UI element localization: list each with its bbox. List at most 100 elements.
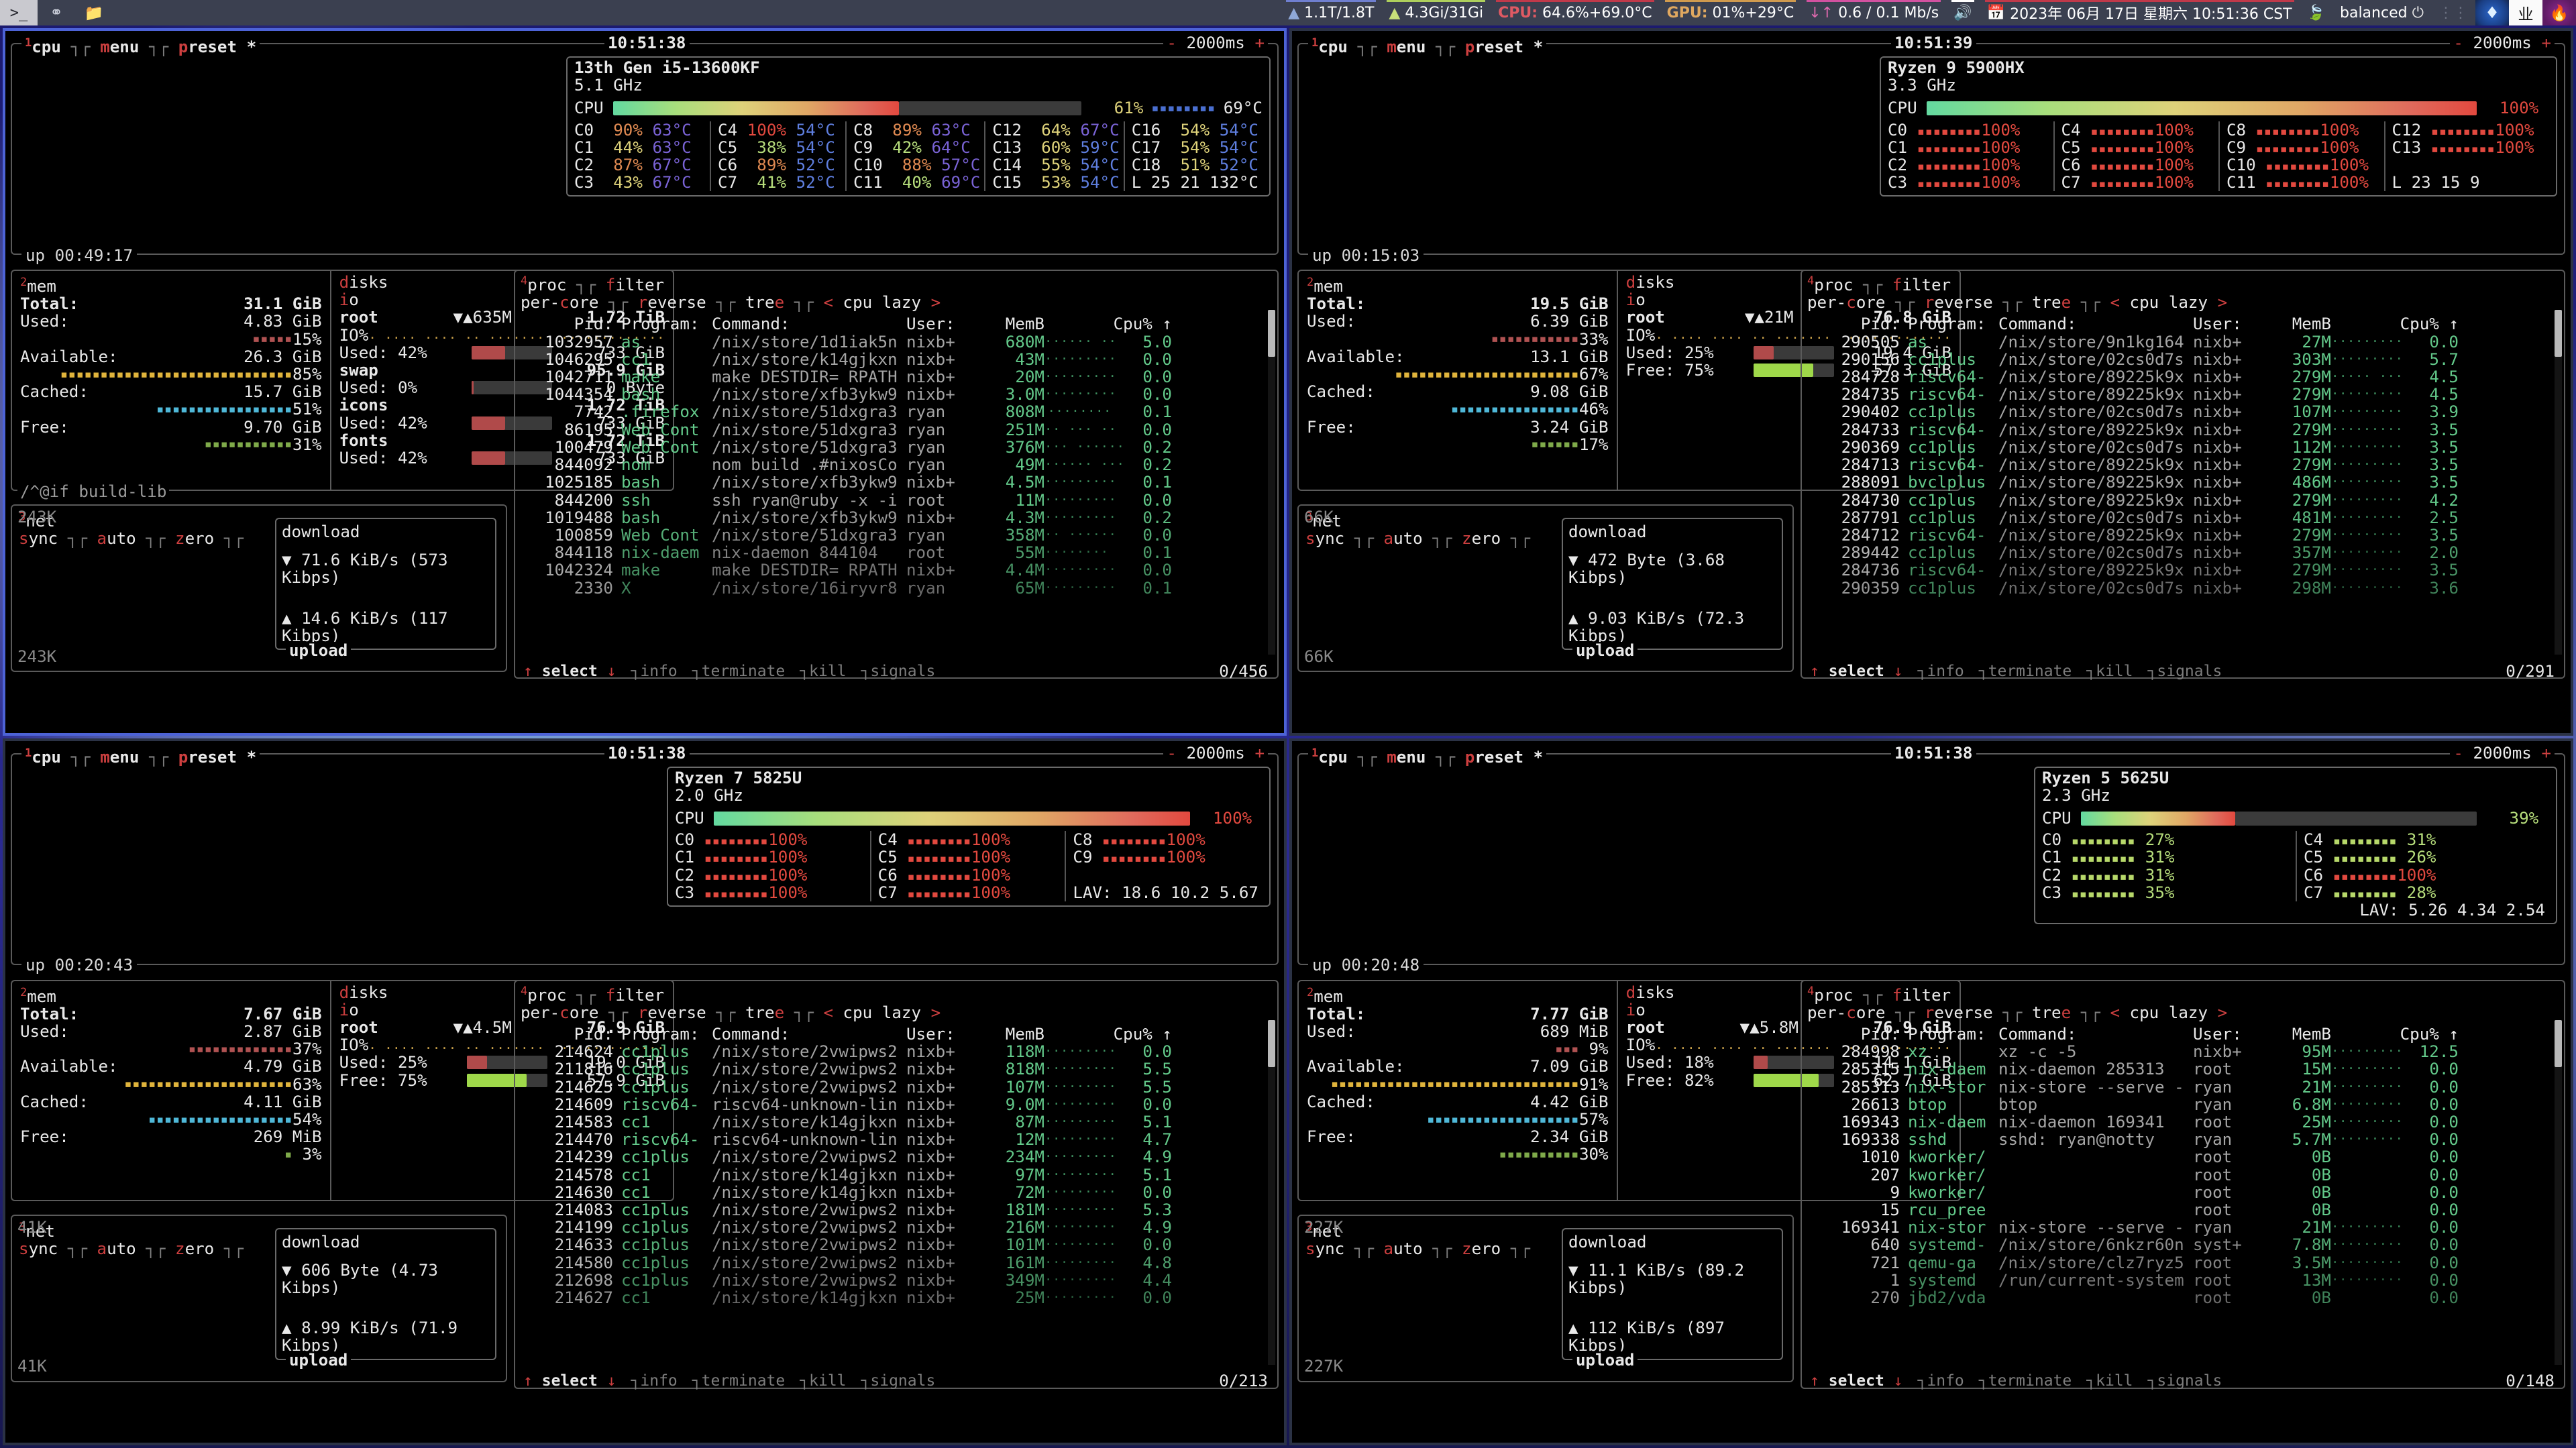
proc-sort-selector[interactable]: < cpu lazy >	[2110, 293, 2227, 312]
col-cpu[interactable]: Cpu% ↑	[2398, 1025, 2459, 1043]
col-program[interactable]: Program:	[621, 315, 712, 333]
net-sync-button[interactable]: sync	[1305, 529, 1344, 548]
proc-scrollbar[interactable]	[2555, 310, 2562, 655]
droplet-icon[interactable]: ⚭	[38, 0, 75, 25]
net-auto-button[interactable]: auto	[97, 1239, 136, 1258]
cpu-menu-label[interactable]: cpu	[1318, 748, 1348, 767]
proc-status-1[interactable]: ┐info	[631, 663, 678, 680]
col-pid[interactable]: Pid:	[521, 1025, 621, 1043]
menu-button[interactable]: menu	[1387, 748, 1426, 767]
cpu-menu-label[interactable]: cpu	[32, 748, 61, 767]
proc-reverse-toggle[interactable]: reverse	[1925, 1003, 1993, 1022]
interval-decrease-button[interactable]: -	[1167, 744, 1177, 763]
proc-status-3[interactable]: ┐kill	[2086, 663, 2133, 680]
preset-button[interactable]: preset	[178, 748, 237, 767]
col-pid[interactable]: Pid:	[1807, 1025, 1908, 1043]
proc-filter-button[interactable]: filter	[606, 986, 664, 1005]
topbar-net-segment[interactable]: ↓↑ 0.6 / 0.1 Mb/s	[1801, 0, 1946, 25]
proc-status-2[interactable]: ┐terminate	[1979, 663, 2072, 680]
proc-status-0[interactable]: ↑ select ↓	[523, 1372, 616, 1390]
net-auto-button[interactable]: auto	[1384, 529, 1423, 548]
proc-tree-toggle[interactable]: tree	[2032, 1003, 2071, 1022]
proc-status-4[interactable]: ┐signals	[861, 663, 936, 680]
interval-increase-button[interactable]: +	[2541, 34, 2551, 52]
proc-percore-toggle[interactable]: per-core	[1807, 293, 1886, 312]
proc-status-3[interactable]: ┐kill	[2086, 1372, 2133, 1390]
menu-button[interactable]: menu	[1387, 38, 1426, 56]
terminal-icon[interactable]: >_	[0, 0, 38, 25]
col-command[interactable]: Command:	[712, 315, 906, 333]
proc-tree-toggle[interactable]: tree	[2032, 293, 2071, 312]
proc-status-1[interactable]: ┐info	[1918, 1372, 1964, 1390]
proc-percore-toggle[interactable]: per-core	[1807, 1003, 1886, 1022]
interval-increase-button[interactable]: +	[1254, 34, 1265, 52]
interval-decrease-button[interactable]: -	[2453, 34, 2463, 52]
proc-status-1[interactable]: ┐info	[631, 1372, 678, 1390]
proc-scrollbar-thumb[interactable]	[1268, 1019, 1275, 1067]
proc-filter-button[interactable]: filter	[1892, 276, 1951, 294]
menu-button[interactable]: menu	[100, 748, 139, 767]
proc-status-4[interactable]: ┐signals	[861, 1372, 936, 1390]
folder-icon[interactable]: 📁	[75, 0, 113, 25]
proc-status-2[interactable]: ┐terminate	[692, 663, 785, 680]
proc-status-4[interactable]: ┐signals	[2148, 1372, 2222, 1390]
net-zero-button[interactable]: zero	[175, 1239, 214, 1258]
net-sync-button[interactable]: sync	[19, 1239, 58, 1258]
proc-sort-selector[interactable]: < cpu lazy >	[823, 293, 941, 312]
col-program[interactable]: Program:	[1908, 315, 1998, 333]
interval-increase-button[interactable]: +	[2541, 744, 2551, 763]
proc-reverse-toggle[interactable]: reverse	[638, 1003, 706, 1022]
topbar-mem-segment[interactable]: ▲ 4.3Gi/31Gi	[1381, 0, 1491, 25]
top-status-bar[interactable]: >_ ⚭ 📁 ▲ 1.1T/1.8T ▲ 4.3Gi/31Gi CPU: 64.…	[0, 0, 2576, 25]
col-memb[interactable]: MemB	[987, 1025, 1044, 1043]
proc-reverse-toggle[interactable]: reverse	[638, 293, 706, 312]
topbar-cpugraph-segment[interactable]: ▲ 1.1T/1.8T	[1281, 0, 1381, 25]
col-cpu[interactable]: Cpu% ↑	[2398, 315, 2459, 333]
col-command[interactable]: Command:	[1998, 1025, 2193, 1043]
proc-scrollbar[interactable]	[1268, 310, 1275, 655]
proc-status-3[interactable]: ┐kill	[800, 1372, 846, 1390]
proc-status-3[interactable]: ┐kill	[800, 663, 846, 680]
proc-sort-selector[interactable]: < cpu lazy >	[823, 1003, 941, 1022]
proc-status-2[interactable]: ┐terminate	[1979, 1372, 2072, 1390]
col-cpu[interactable]: Cpu% ↑	[1112, 315, 1172, 333]
topbar-clock-segment[interactable]: 📅 2023年 06月 17日 星期六 10:51:36 CST	[1980, 0, 2300, 25]
interval-increase-button[interactable]: +	[1254, 744, 1265, 763]
net-sync-button[interactable]: sync	[1305, 1239, 1344, 1258]
cpu-menu-label[interactable]: cpu	[32, 38, 61, 56]
preset-button[interactable]: preset	[178, 38, 237, 56]
topbar-volume-segment[interactable]: 🔊	[1946, 0, 1979, 25]
col-user[interactable]: User:	[2193, 1025, 2273, 1043]
proc-filter-button[interactable]: filter	[606, 276, 664, 294]
proc-scrollbar-thumb[interactable]	[2555, 1019, 2562, 1067]
proc-scrollbar-thumb[interactable]	[2555, 310, 2562, 357]
ime-icon[interactable]: 业	[2509, 0, 2542, 25]
preset-button[interactable]: preset	[1465, 748, 1523, 767]
proc-scrollbar[interactable]	[2555, 1019, 2562, 1365]
proc-status-0[interactable]: ↑ select ↓	[1810, 1372, 1903, 1390]
proc-status-0[interactable]: ↑ select ↓	[523, 663, 616, 680]
proc-status-1[interactable]: ┐info	[1918, 663, 1964, 680]
col-command[interactable]: Command:	[712, 1025, 906, 1043]
proc-status-0[interactable]: ↑ select ↓	[1810, 663, 1903, 680]
proc-sort-selector[interactable]: < cpu lazy >	[2110, 1003, 2227, 1022]
interval-decrease-button[interactable]: -	[1167, 34, 1177, 52]
col-program[interactable]: Program:	[621, 1025, 712, 1043]
proc-scrollbar[interactable]	[1268, 1019, 1275, 1365]
proc-status-4[interactable]: ┐signals	[2148, 663, 2222, 680]
net-sync-button[interactable]: sync	[19, 529, 58, 548]
col-user[interactable]: User:	[906, 315, 987, 333]
interval-decrease-button[interactable]: -	[2453, 744, 2463, 763]
col-memb[interactable]: MemB	[987, 315, 1044, 333]
proc-percore-toggle[interactable]: per-core	[521, 1003, 599, 1022]
cpu-menu-label[interactable]: cpu	[1318, 38, 1348, 56]
bluetooth-icon[interactable]: ♦	[2475, 0, 2509, 25]
col-memb[interactable]: MemB	[2273, 315, 2331, 333]
menu-button[interactable]: menu	[100, 38, 139, 56]
col-pid[interactable]: Pid:	[1807, 315, 1908, 333]
topbar-drag-handle[interactable]: ⋮⋮	[2431, 0, 2475, 25]
topbar-leaf-segment[interactable]: 🍃	[2300, 0, 2332, 25]
proc-tree-toggle[interactable]: tree	[745, 293, 784, 312]
proc-status-2[interactable]: ┐terminate	[692, 1372, 785, 1390]
firefox-icon[interactable]: 🔥	[2542, 0, 2576, 25]
